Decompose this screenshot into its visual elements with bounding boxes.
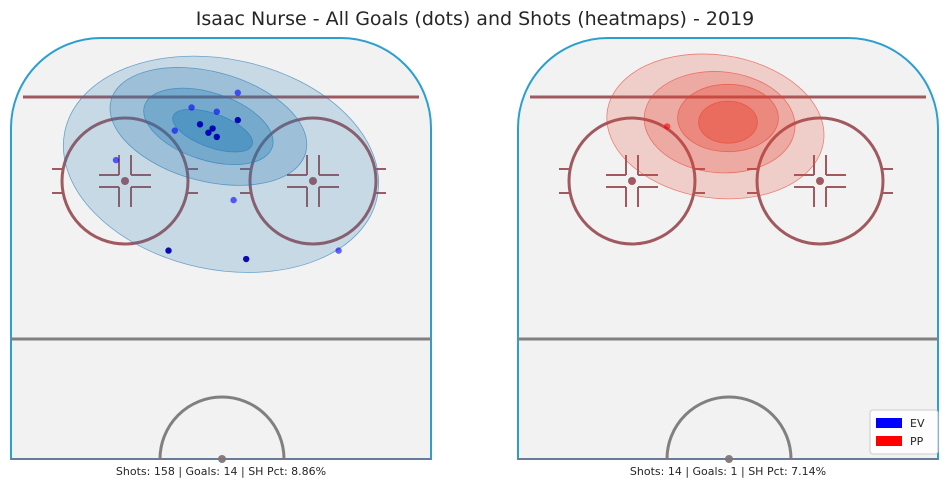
goal-point bbox=[196, 121, 204, 128]
legend: EV PP bbox=[869, 409, 939, 455]
legend-label: PP bbox=[910, 435, 924, 448]
center-circle bbox=[665, 395, 793, 460]
legend-frame bbox=[869, 409, 939, 455]
faceoff-circle-right bbox=[240, 116, 386, 246]
faceoff-circle-right bbox=[747, 116, 893, 246]
shot-heatmap bbox=[606, 53, 825, 200]
panel-caption: Shots: 14 | Goals: 1 | SH Pct: 7.14% bbox=[630, 465, 826, 478]
heatmap-level-3 bbox=[143, 87, 274, 165]
goal-point bbox=[335, 247, 342, 254]
center-circle bbox=[158, 395, 286, 460]
heatmap-level-1 bbox=[62, 55, 380, 273]
goal-point bbox=[188, 104, 195, 111]
goal-point bbox=[663, 123, 671, 130]
faceoff-circle-left bbox=[52, 116, 198, 246]
goal-point bbox=[165, 247, 172, 254]
goal-point bbox=[213, 108, 220, 115]
goal-point bbox=[230, 196, 237, 204]
goal-point bbox=[171, 127, 178, 134]
panel-ev: Shots: 158 | Goals: 14 | SH Pct: 8.86% bbox=[10, 37, 432, 478]
goal-point bbox=[234, 89, 241, 96]
chart-title: Isaac Nurse - All Goals (dots) and Shots… bbox=[196, 8, 755, 30]
faceoff-circle-left bbox=[559, 116, 705, 246]
legend-swatch bbox=[876, 418, 902, 428]
goal-point bbox=[209, 125, 216, 132]
goal-point bbox=[112, 156, 120, 164]
goal-point bbox=[205, 129, 212, 136]
goal-point bbox=[213, 133, 220, 141]
heatmap-level-2 bbox=[643, 71, 796, 174]
heatmap-level-3 bbox=[677, 83, 779, 153]
heatmap-level-4 bbox=[698, 100, 758, 144]
legend-swatch bbox=[876, 436, 902, 446]
rink-boards bbox=[517, 37, 939, 460]
heatmap-level-2 bbox=[109, 67, 308, 186]
rink-panels: Shots: 158 | Goals: 14 | SH Pct: 8.86% Sh… bbox=[10, 37, 939, 478]
goal-point bbox=[234, 116, 241, 124]
panel-caption: Shots: 158 | Goals: 14 | SH Pct: 8.86% bbox=[116, 465, 326, 478]
panel-pp: Shots: 14 | Goals: 1 | SH Pct: 7.14% bbox=[517, 37, 939, 478]
goal-point bbox=[243, 255, 250, 263]
rink-boards bbox=[10, 37, 432, 460]
shot-heatmap bbox=[62, 55, 380, 273]
legend-label: EV bbox=[910, 417, 925, 430]
